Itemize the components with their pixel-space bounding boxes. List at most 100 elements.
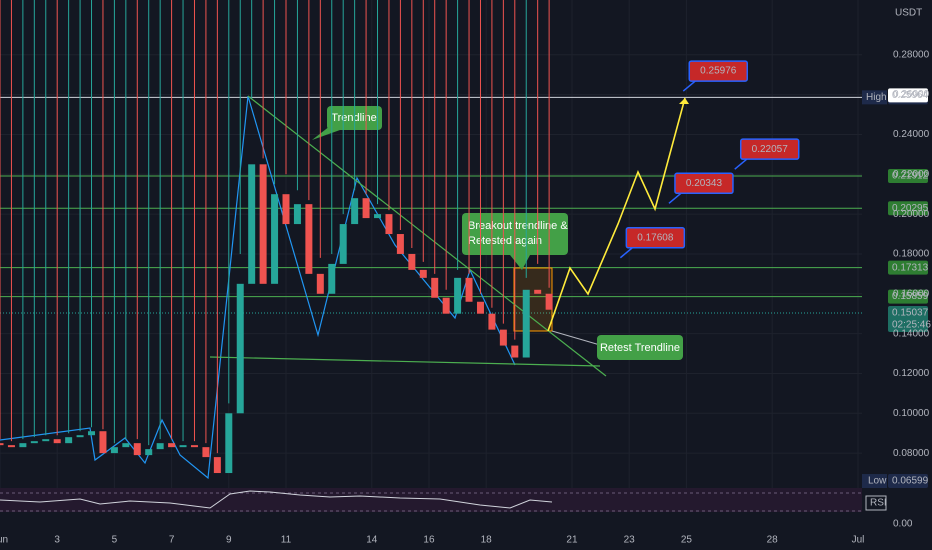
- target-box: [739, 138, 800, 160]
- candle-body: [316, 273, 324, 294]
- low-name-box: [862, 474, 887, 489]
- target-label: 0.17608: [637, 232, 674, 243]
- y-tick-label: 0.14000: [893, 328, 930, 339]
- candle-body: [259, 164, 267, 284]
- level-label: 0.20295: [892, 203, 929, 214]
- indicator-label-box: [865, 495, 887, 511]
- indicator-label: RSI: [870, 498, 887, 509]
- candle-body: [362, 198, 370, 219]
- candle-body: [0, 443, 4, 446]
- candle-body: [190, 445, 198, 448]
- candle-body: [65, 437, 73, 444]
- drawings: Trendline Breakout trendline & Retested …: [0, 95, 689, 480]
- candle-body: [545, 293, 553, 310]
- target-pointer: [619, 247, 633, 259]
- target-box: [674, 172, 734, 195]
- marker-price-box: [888, 88, 928, 103]
- y-tick-label: 0.22000: [893, 169, 930, 180]
- levels: 0.25863High0.219120.202950.173130.158590…: [0, 88, 931, 489]
- candle-body: [30, 441, 38, 444]
- candle-body: [133, 443, 141, 456]
- candle-body: [351, 198, 359, 225]
- level-label: 0.15859: [892, 291, 929, 302]
- candle-body: [476, 301, 484, 314]
- x-tick-label: Jun: [0, 535, 8, 546]
- level-label: 0.21912: [892, 171, 929, 182]
- candle-body: [328, 263, 336, 294]
- candle-body: [156, 443, 164, 450]
- level-label-box: [888, 169, 928, 184]
- candle-body: [293, 204, 301, 225]
- candle-body: [179, 445, 187, 448]
- target-pointer: [682, 80, 696, 92]
- x-tick-label: Jul: [852, 535, 865, 546]
- candle-body: [19, 443, 27, 448]
- x-tick-label: 5: [112, 535, 118, 546]
- level-name-box: [862, 90, 887, 105]
- target-label: 0.22057: [752, 144, 789, 155]
- candle-body: [465, 277, 473, 302]
- candle-body: [282, 194, 290, 225]
- y-tick-label: 0.16000: [893, 288, 930, 299]
- note-pointer: [312, 126, 340, 140]
- candle-body: [511, 345, 519, 358]
- candle-body: [213, 457, 221, 474]
- retest-pointer: [551, 330, 601, 346]
- breakout-text: Breakout trendline &: [468, 220, 568, 232]
- level-label-box: [888, 260, 928, 275]
- rsi-line: [0, 490, 553, 509]
- candle-body: [202, 447, 210, 458]
- x-tick-label: 28: [767, 535, 779, 546]
- support-line: [209, 356, 601, 367]
- candle-body: [53, 439, 61, 444]
- target-box: [688, 60, 749, 82]
- y-tick-label: 0.18000: [893, 249, 930, 260]
- candle-body: [76, 435, 84, 438]
- low-label-box: [888, 474, 928, 489]
- x-tick-label: 3: [54, 535, 60, 546]
- y-tick-label: 0.28000: [893, 49, 930, 60]
- y-tick-label: 0.24000: [893, 129, 930, 140]
- candle-body: [99, 431, 107, 454]
- last-price: 0.15037: [892, 308, 929, 319]
- target-label: 0.20343: [686, 178, 723, 189]
- level-label: 0.17313: [892, 262, 929, 273]
- candle-body: [374, 214, 382, 219]
- y-tick-label: 0.10000: [893, 408, 930, 419]
- candle-body: [225, 413, 233, 474]
- x-tick-label: 9: [226, 535, 232, 546]
- candle-body: [385, 214, 393, 235]
- x-tick-label: 25: [681, 535, 693, 546]
- candle-body: [42, 439, 50, 442]
- axes: 0.08000 0.10000 0.12000 0.14000 0.16000 0.180…: [0, 49, 930, 545]
- currency: USDT: [895, 8, 922, 19]
- last-price-box: [888, 305, 928, 332]
- low-name: Low: [868, 476, 887, 487]
- candle-body: [271, 194, 279, 284]
- target-pointer: [668, 192, 682, 204]
- level-label-box: [888, 201, 928, 216]
- candle-body: [431, 277, 439, 298]
- breakout-text: Retested again: [468, 235, 542, 247]
- target-box: [625, 227, 686, 249]
- candle-body: [534, 289, 542, 294]
- y-tick-label: 0.12000: [893, 368, 930, 379]
- candle-body: [339, 224, 347, 264]
- retest-text: Retest Trendline: [600, 342, 680, 354]
- candle-body: [522, 289, 530, 358]
- candle-body: [88, 431, 96, 436]
- marker-price: 0.25964: [892, 90, 929, 101]
- countdown: 02:25:46: [892, 320, 931, 331]
- x-tick-label: 11: [281, 535, 292, 546]
- candle-body: [488, 313, 496, 330]
- candle-body: [408, 253, 416, 270]
- y-tick-label: 0.08000: [893, 448, 930, 459]
- candle-body: [145, 449, 153, 456]
- candle-body: [419, 269, 427, 278]
- candle-body: [110, 447, 118, 454]
- targets: 0.25976 0.22057 0.20343 0.17608: [619, 60, 800, 259]
- candle-body: [499, 329, 507, 346]
- candle-body: [305, 204, 313, 274]
- projection-arrow: [679, 98, 689, 104]
